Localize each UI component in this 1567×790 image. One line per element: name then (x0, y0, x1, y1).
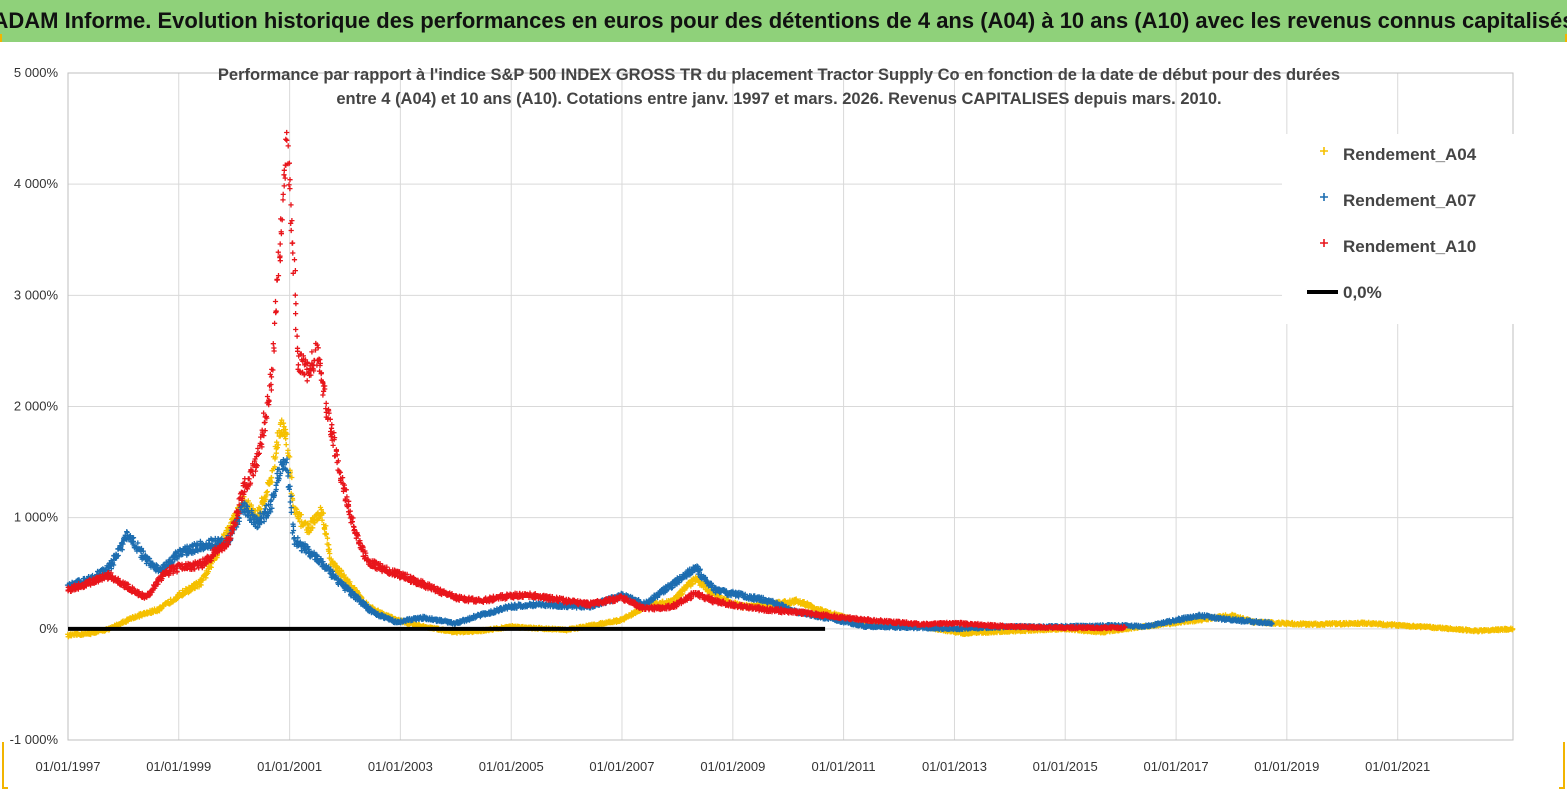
data-point (283, 436, 289, 442)
data-point (158, 606, 164, 612)
data-point (273, 454, 279, 460)
data-point (295, 515, 302, 521)
data-point (316, 515, 322, 521)
data-point (281, 424, 287, 430)
data-point (283, 442, 289, 448)
data-point (274, 439, 280, 445)
data-point (273, 450, 279, 456)
data-point (327, 550, 333, 557)
data-point (198, 582, 204, 588)
corner-mark-top-left (0, 34, 12, 42)
data-point (320, 510, 326, 516)
data-point (275, 442, 281, 448)
data-point (298, 512, 304, 518)
banner-title: ADAM Informe. Evolution historique des p… (0, 8, 1567, 33)
report-banner: ADAM Informe. Evolution historique des p… (0, 0, 1567, 42)
data-point (264, 492, 270, 498)
data-point (259, 495, 265, 501)
data-point (326, 542, 332, 548)
plot-area-frame (67, 72, 1514, 741)
data-point (322, 526, 328, 532)
data-point (279, 417, 285, 423)
data-point (285, 447, 291, 453)
data-point (257, 506, 263, 512)
data-point (284, 431, 290, 437)
data-point (287, 454, 293, 460)
data-point (268, 475, 274, 481)
data-point (248, 502, 254, 508)
data-point (310, 525, 316, 531)
corner-mark-top-right (1555, 34, 1567, 42)
series-layer (64, 129, 1516, 640)
data-point (317, 504, 324, 511)
data-point (208, 564, 214, 570)
data-point (345, 576, 351, 582)
data-point (282, 426, 289, 433)
data-point (269, 479, 275, 485)
data-point (319, 517, 325, 523)
data-point (245, 498, 251, 504)
data-point (323, 523, 329, 529)
data-point (231, 514, 237, 520)
data-point (277, 421, 283, 427)
data-point (272, 464, 278, 470)
data-point (274, 445, 280, 451)
performance-scatter-chart: -1 000%0%1 000%2 000%3 000%4 000%5 000%0… (0, 42, 1567, 790)
data-point (323, 531, 329, 537)
data-point (289, 474, 295, 481)
data-point (324, 535, 331, 541)
